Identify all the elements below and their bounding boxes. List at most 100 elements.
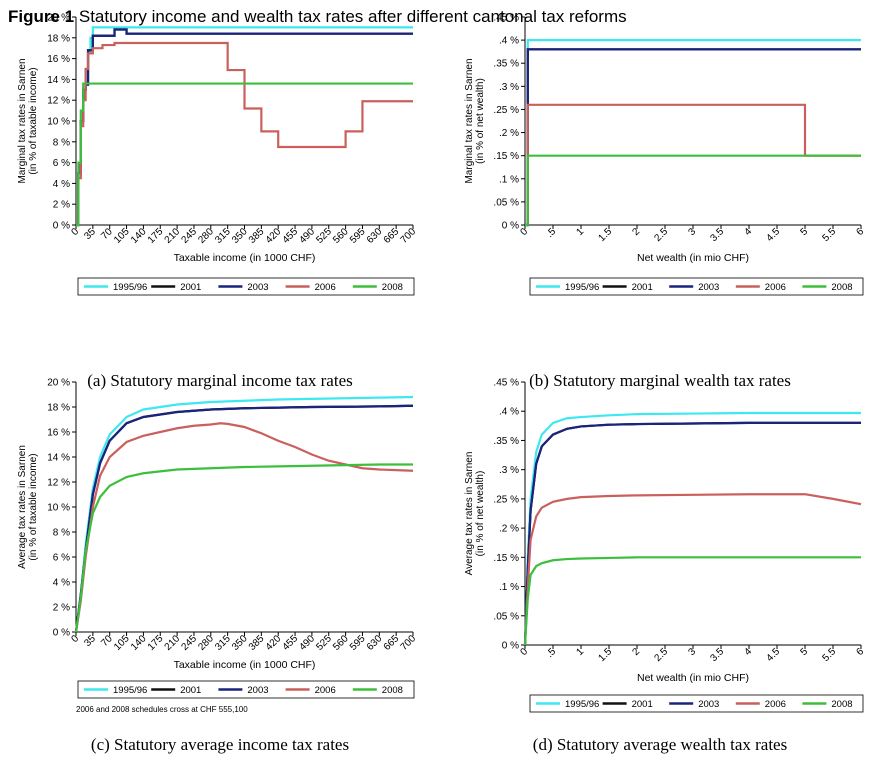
chart-a-y-tick-label: 4 % xyxy=(53,179,70,190)
chart-d-y-tick-label: .2 % xyxy=(499,524,519,535)
chart-c-x-tick-label: 420 xyxy=(264,633,284,653)
chart-d-y-tick-label: .25 % xyxy=(493,494,519,505)
chart-c-x-tick-label: 105 xyxy=(112,633,132,653)
chart-d-series-2001 xyxy=(523,421,861,646)
chart-c-note: 2006 and 2008 schedules cross at CHF 555… xyxy=(76,705,248,714)
chart-b-x-tick-label: .5 xyxy=(544,226,558,240)
chart-c-y-tick-label: 2 % xyxy=(53,603,70,614)
chart-a-x-tick-label: 560 xyxy=(331,226,351,246)
chart-c-y-tick-label: 4 % xyxy=(53,578,70,589)
chart-d-y-tick-label: .1 % xyxy=(499,582,519,593)
chart-a-y-tick-label: 14 % xyxy=(47,75,70,86)
chart-a-x-tick-label: 420 xyxy=(264,226,284,246)
chart-c-x-tick-label: 525 xyxy=(314,633,334,653)
chart-b-legend-label: 1995/96 xyxy=(565,282,599,293)
chart-c-x-tick-label: 245 xyxy=(179,633,199,653)
chart-c-x-tick-label: 140 xyxy=(129,633,149,653)
chart-b-series-2001 xyxy=(525,48,861,227)
chart-a-x-tick-label: 105 xyxy=(112,226,132,246)
chart-c-x-tick-label: 175 xyxy=(146,633,166,653)
chart-b-x-tick-label: 0 xyxy=(518,226,530,238)
chart-c-x-tick-label: 560 xyxy=(331,633,351,653)
chart-d-x-tick-label: .5 xyxy=(544,646,558,660)
chart-d-x-tick-label: 2 xyxy=(630,646,642,658)
chart-c-series-2006 xyxy=(74,422,414,633)
chart-c-x-tick-label: 350 xyxy=(230,633,250,653)
chart-d-y-axis-subtitle: (in % of net wealth) xyxy=(475,471,486,557)
chart-d-x-tick-label: 1 xyxy=(574,646,586,658)
chart-c-legend-label: 2003 xyxy=(247,685,268,696)
chart-d-x-tick-label: 5 xyxy=(798,646,810,658)
chart-b-y-tick-label: .2 % xyxy=(499,128,519,139)
chart-a-x-tick-label: 595 xyxy=(348,226,368,246)
chart-c-x-tick-label: 280 xyxy=(196,633,216,653)
chart-a-legend-label: 2006 xyxy=(315,282,336,293)
chart-a-legend-label: 1995/96 xyxy=(113,282,147,293)
chart-b-legend-label: 2003 xyxy=(698,282,719,293)
chart-c-x-tick-label: 455 xyxy=(281,633,301,653)
chart-c-legend xyxy=(77,680,415,699)
chart-c-y-tick-label: 20 % xyxy=(47,378,70,389)
chart-c-y-tick-label: 10 % xyxy=(47,503,70,514)
chart-d-x-tick-label: 4 xyxy=(742,646,754,658)
chart-c-x-tick-label: 665 xyxy=(382,633,402,653)
chart-d-x-tick-label: 2.5 xyxy=(653,646,671,664)
chart-d-x-tick-label: 1.5 xyxy=(597,646,615,664)
chart-b-x-axis-title: Net wealth (in mio CHF) xyxy=(637,252,749,264)
chart-a-y-tick-label: 10 % xyxy=(47,117,70,128)
chart-a-y-axis-title: Marginal tax rates in Sarnen xyxy=(17,58,28,183)
chart-c-x-tick-label: 700 xyxy=(399,633,419,653)
chart-c-legend-label: 1995/96 xyxy=(113,685,147,696)
chart-a-y-tick-label: 0 % xyxy=(53,221,70,232)
chart-d-series-1995-96 xyxy=(523,411,861,646)
chart-b-x-tick-label: 2.5 xyxy=(653,226,671,244)
chart-d-series-2008 xyxy=(523,556,861,646)
chart-d-x-tick-label: 6 xyxy=(854,646,866,658)
chart-b-legend-label: 2001 xyxy=(632,282,653,293)
chart-c-x-tick-label: 0 xyxy=(69,633,81,645)
chart-d-legend-label: 1995/96 xyxy=(565,699,599,710)
chart-a-x-tick-label: 315 xyxy=(213,226,233,246)
chart-b-x-tick-label: 4 xyxy=(742,226,754,238)
chart-a-y-tick-label: 20 % xyxy=(47,13,70,24)
chart-a-x-tick-label: 525 xyxy=(314,226,334,246)
chart-d-legend-label: 2001 xyxy=(632,699,653,710)
chart-b-y-tick-label: .25 % xyxy=(493,105,519,116)
chart-c-legend-label: 2001 xyxy=(180,685,201,696)
chart-b-x-tick-label: 1 xyxy=(574,226,586,238)
chart-c: 0 % 2 % 4 % 6 % 8 % 10 % 12 % 14 % 16 % 18 % 20 % 0… xyxy=(17,378,419,699)
chart-a-x-tick-label: 385 xyxy=(247,226,267,246)
chart-c-x-axis-title: Taxable income (in 1000 CHF) xyxy=(174,659,316,671)
caption-b: (b) Statutory marginal wealth tax rates xyxy=(529,371,791,390)
chart-b-series-2008 xyxy=(525,154,861,227)
chart-d-y-tick-label: .15 % xyxy=(493,553,519,564)
chart-c-series-2001 xyxy=(74,404,414,633)
chart-a-x-tick-label: 0 xyxy=(69,226,81,238)
figure-label: Figure 1 xyxy=(8,7,75,26)
chart-b-series-2006 xyxy=(525,103,861,227)
chart-c-y-tick-label: 8 % xyxy=(53,528,70,539)
figure-title-text: Statutory income and wealth tax rates af… xyxy=(78,7,627,26)
chart-c-x-tick-label: 35 xyxy=(82,633,98,649)
chart-a-legend-label: 2008 xyxy=(382,282,403,293)
caption-a: (a) Statutory marginal income tax rates xyxy=(87,371,353,390)
chart-a-series-2008 xyxy=(76,82,413,227)
chart-c-y-tick-label: 12 % xyxy=(47,478,70,489)
chart-b-y-tick-label: .3 % xyxy=(499,82,519,93)
chart-a-x-tick-label: 140 xyxy=(129,226,149,246)
chart-b-x-tick-label: 3 xyxy=(686,226,698,238)
chart-d-x-tick-label: 3 xyxy=(686,646,698,658)
chart-d-x-tick-label: 3.5 xyxy=(709,646,727,664)
chart-a-x-tick-label: 210 xyxy=(163,226,183,246)
chart-c-x-tick-label: 315 xyxy=(213,633,233,653)
chart-b-legend-label: 2006 xyxy=(765,282,786,293)
chart-a-series-2006 xyxy=(76,41,413,227)
chart-c-y-tick-label: 6 % xyxy=(53,553,70,564)
chart-d-y-tick-label: .45 % xyxy=(493,378,519,389)
chart-a: 0 % 2 % 4 % 6 % 8 % 10 % 12 % 14 % 16 % 18 % 20 % 0… xyxy=(17,13,418,296)
chart-d-y-axis-title: Average tax rates in Sarnen xyxy=(464,452,475,576)
chart-a-x-tick-label: 35 xyxy=(82,226,98,242)
figure-title: Figure 1 Statutory income and wealth tax… xyxy=(8,7,627,27)
chart-d-x-tick-label: 4.5 xyxy=(765,646,783,664)
chart-d-x-tick-label: 0 xyxy=(518,646,530,658)
